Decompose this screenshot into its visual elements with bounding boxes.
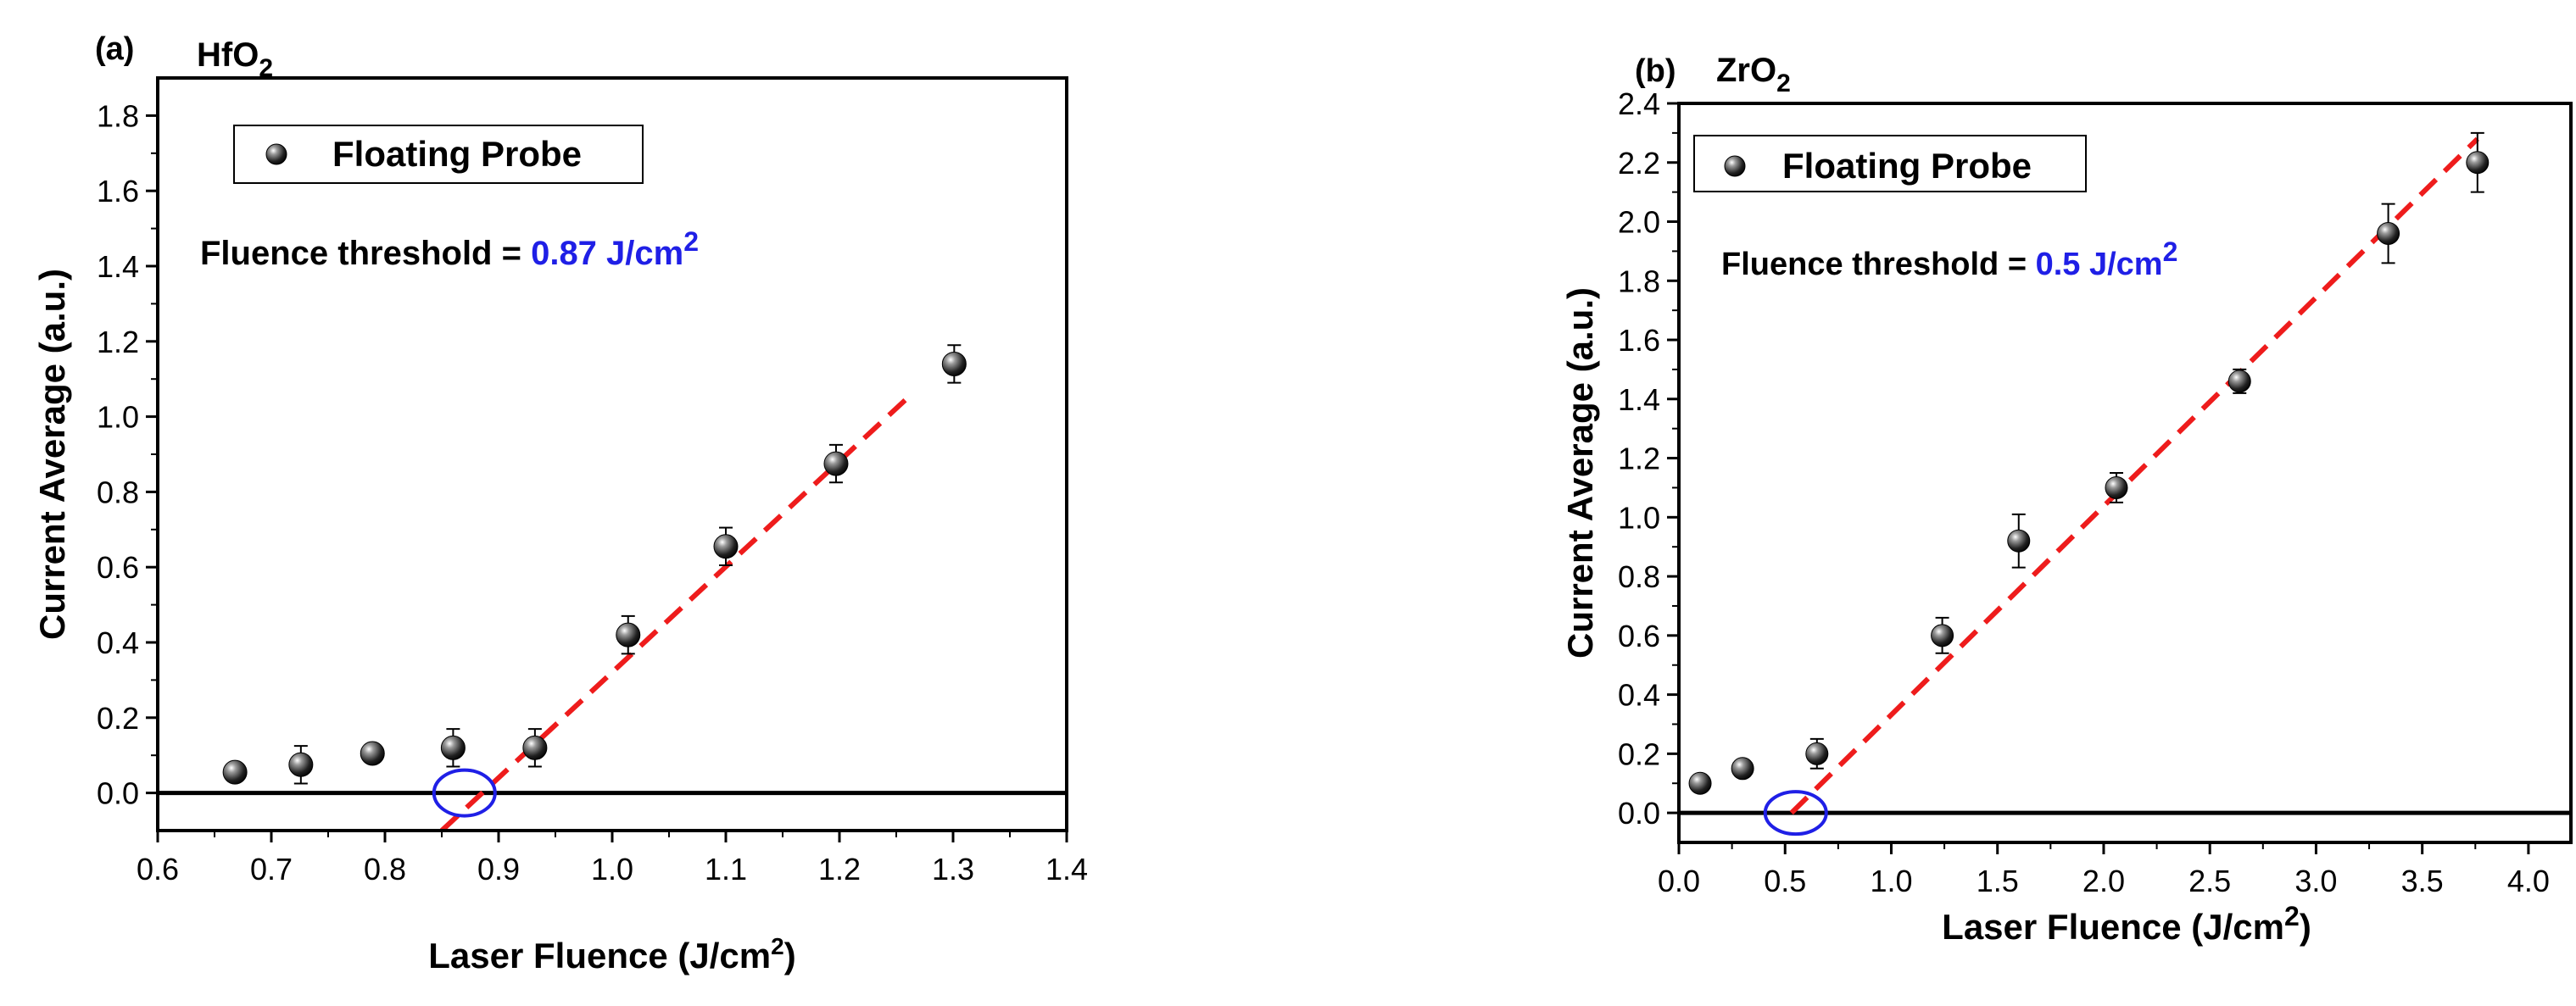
data-point-b <box>2377 221 2400 245</box>
plot-area-b: 0.0 0.2 0.4 0.6 0.8 1.0 1.2 1.4 1.6 1.8 2.0 2.2 2.4 0… <box>1618 86 2571 898</box>
y-tick-label-a: 1.0 <box>97 400 139 435</box>
x-axis-label-b: Laser Fluence (J/cm2) <box>1942 901 2311 947</box>
data-point-b <box>2228 370 2251 393</box>
x-tick-label-a: 1.0 <box>591 852 633 887</box>
y-tick-label-a: 1.6 <box>97 174 139 208</box>
y-tick-label-a: 0.2 <box>97 701 139 736</box>
plot-frame-a <box>156 76 1068 832</box>
x-tick-label-b: 2.5 <box>2188 864 2231 898</box>
x-tick-label-a: 0.8 <box>364 852 406 887</box>
data-point-a <box>222 759 248 785</box>
x-tick-label-a: 1.3 <box>932 852 974 887</box>
data-point-b <box>1688 771 1712 795</box>
data-point-b <box>1731 757 1754 781</box>
material-label-a: HfO2 <box>197 36 273 82</box>
x-tick-label-a: 0.7 <box>250 852 293 887</box>
legend-marker-b <box>1724 155 1746 177</box>
x-tick-label-b: 0.5 <box>1764 864 1806 898</box>
x-tick-label-a: 1.4 <box>1045 852 1088 887</box>
annotation-b: Fluence threshold = 0.5 J/cm2 <box>1721 236 2177 282</box>
material-label-b: ZrO2 <box>1716 52 1791 97</box>
y-tick-label-a: 1.4 <box>97 249 139 284</box>
y-tick-label-b: 2.2 <box>1618 146 1660 181</box>
plot-frame-b <box>1677 102 2573 844</box>
x-tick-label-a: 1.2 <box>818 852 861 887</box>
panel-b: (b) ZrO2 0.0 0.2 0.4 0.6 0.8 1.0 1.2 1.4 1.6 1.8 2… <box>1560 52 2573 947</box>
x-tick-label-b: 1.0 <box>1870 864 1912 898</box>
y-tick-label-a: 1.2 <box>97 325 139 359</box>
y-tick-label-b: 1.2 <box>1618 442 1660 476</box>
x-tick-label-a: 0.9 <box>477 852 520 887</box>
y-tick-label-b: 1.4 <box>1618 382 1660 417</box>
panel-label-b: (b) <box>1635 53 1676 89</box>
data-point-a <box>440 735 466 760</box>
x-tick-label-b: 0.0 <box>1658 864 1700 898</box>
legend-box-a <box>233 125 644 184</box>
legend-box-b <box>1693 135 2087 192</box>
threshold-marker-a <box>432 768 497 818</box>
x-tick-label-a: 1.1 <box>705 852 747 887</box>
data-point-a <box>616 622 641 648</box>
x-tick-label-a: 0.6 <box>137 852 179 887</box>
y-tick-label-a: 0.0 <box>97 776 139 811</box>
y-tick-label-b: 0.2 <box>1618 736 1660 771</box>
y-tick-label-b: 1.0 <box>1618 500 1660 535</box>
y-axis-label-a: Current Average (a.u.) <box>32 269 72 640</box>
fit-line-b <box>1789 136 2479 815</box>
panel-label-a: (a) <box>95 31 134 67</box>
plot-area-a: 0.0 0.2 0.4 0.6 0.8 1.0 1.2 1.4 1.6 1.8 0.6 0.7 0.8 0… <box>97 98 1088 887</box>
y-tick-label-a: 0.6 <box>97 550 139 585</box>
legend-label-b: Floating Probe <box>1782 146 2032 186</box>
threshold-marker-b <box>1763 790 1828 836</box>
y-tick-label-b: 0.8 <box>1618 559 1660 594</box>
x-tick-label-b: 3.0 <box>2294 864 2337 898</box>
y-tick-label-a: 0.8 <box>97 475 139 509</box>
annotation-a: Fluence threshold = 0.87 J/cm2 <box>200 226 699 272</box>
panel-a: (a) HfO2 0.00.20.40.60.81.01.21.41.61.80… <box>32 31 1088 975</box>
y-tick-label-b: 0.4 <box>1618 678 1660 713</box>
x-tick-label-b: 3.5 <box>2401 864 2444 898</box>
y-tick-label-b: 0.0 <box>1618 796 1660 831</box>
data-point-b <box>2007 529 2031 553</box>
legend-b: Floating Probe <box>1693 135 2087 192</box>
data-point-a <box>941 351 967 376</box>
x-tick-label-b: 1.5 <box>1977 864 2019 898</box>
x-tick-label-b: 4.0 <box>2507 864 2550 898</box>
data-point-b <box>1805 742 1829 765</box>
y-tick-label-b: 0.6 <box>1618 619 1660 653</box>
y-tick-label-a: 0.4 <box>97 625 139 660</box>
data-point-a <box>713 534 739 559</box>
y-tick-label-b: 2.4 <box>1618 86 1660 121</box>
legend-marker-a <box>265 143 287 165</box>
x-axis-label-a: Laser Fluence (J/cm2) <box>428 933 795 975</box>
data-point-b <box>1931 624 1954 648</box>
data-point-b <box>2466 151 2490 175</box>
x-tick-label-b: 2.0 <box>2083 864 2125 898</box>
data-point-a <box>823 451 849 476</box>
y-tick-label-a: 1.8 <box>97 98 139 133</box>
y-tick-label-b: 1.8 <box>1618 264 1660 298</box>
y-tick-label-b: 1.6 <box>1618 323 1660 358</box>
data-point-a <box>288 752 314 777</box>
data-point-a <box>360 741 385 766</box>
legend-a: Floating Probe <box>233 125 644 184</box>
y-tick-label-b: 2.0 <box>1618 205 1660 240</box>
y-axis-label-b: Current Average (a.u.) <box>1560 287 1600 659</box>
data-point-a <box>522 735 548 760</box>
data-point-b <box>2105 475 2128 499</box>
legend-label-a: Floating Probe <box>332 134 582 174</box>
